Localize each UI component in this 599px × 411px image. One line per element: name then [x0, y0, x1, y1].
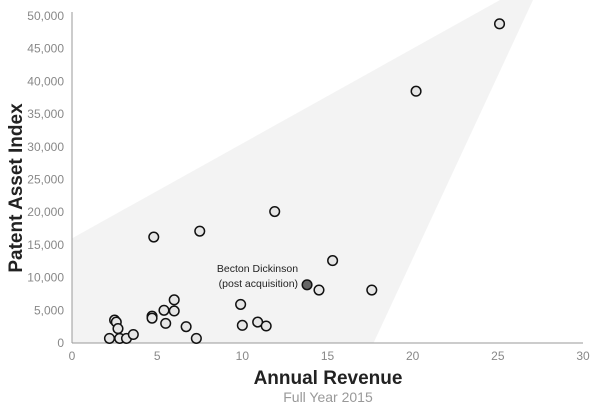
point-annotation: Becton Dickinson: [217, 263, 298, 275]
x-tick-label: 30: [576, 349, 590, 363]
data-point: [269, 205, 281, 218]
x-axis-subtitle: Full Year 2015: [283, 389, 373, 405]
x-tick-label: 25: [491, 349, 505, 363]
x-tick-label: 0: [69, 349, 76, 363]
data-points: [103, 18, 506, 344]
data-point: [410, 85, 422, 97]
data-point: [112, 323, 124, 335]
x-tick-label: 5: [154, 349, 161, 363]
data-point: [127, 328, 139, 341]
axes: [71, 12, 583, 344]
annotations: Becton Dickinson (post acquisition): [217, 263, 298, 290]
y-tick-label: 20,000: [27, 205, 64, 219]
data-point: [168, 305, 180, 317]
x-tick-label: 10: [236, 349, 250, 363]
x-tick-label: 20: [406, 349, 420, 363]
data-point: [148, 231, 160, 243]
data-point: [146, 312, 158, 324]
y-tick-label: 0: [57, 336, 64, 350]
y-tick-label: 35,000: [27, 107, 64, 121]
data-point: [493, 18, 506, 30]
data-point: [190, 332, 202, 344]
y-tick-label: 40,000: [27, 74, 64, 88]
trend-cone: [72, 0, 533, 343]
data-point: [366, 284, 378, 296]
point-annotation: (post acquisition): [219, 278, 298, 290]
y-tick-label: 15,000: [27, 238, 64, 252]
data-point: [160, 317, 172, 329]
x-axis-title: Annual Revenue: [254, 368, 403, 389]
data-point: [194, 225, 206, 237]
y-tick-label: 50,000: [27, 9, 64, 23]
data-point: [235, 298, 247, 310]
data-point: [168, 294, 180, 306]
y-tick-label: 5,000: [34, 303, 64, 317]
data-point: [236, 319, 248, 331]
tick-labels: 0 5 10 15 20 25 30 0 5,000 10,000 15,000 20,000 25,0…: [27, 9, 590, 363]
data-point: [180, 321, 192, 333]
x-tick-label: 15: [321, 349, 335, 363]
data-point: [103, 332, 116, 344]
y-axis-title: Patent Asset Index: [6, 103, 27, 273]
data-point: [158, 304, 170, 316]
highlighted-point: [301, 279, 313, 291]
data-point: [313, 284, 325, 296]
y-tick-label: 45,000: [27, 42, 64, 56]
data-point: [327, 255, 339, 267]
y-tick-label: 25,000: [27, 173, 64, 187]
data-point: [260, 320, 272, 332]
y-tick-label: 30,000: [27, 140, 64, 154]
y-tick-label: 10,000: [27, 271, 64, 285]
